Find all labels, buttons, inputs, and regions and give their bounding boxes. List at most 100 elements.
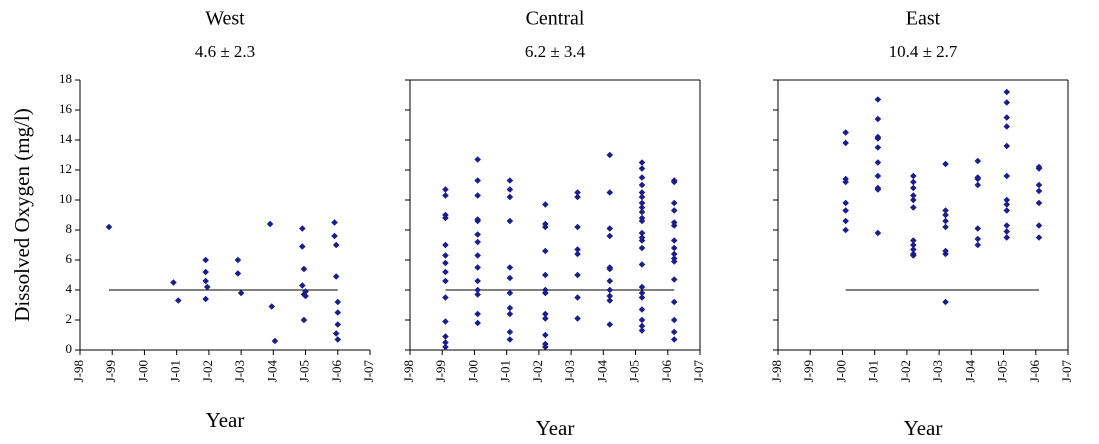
data-point bbox=[474, 252, 481, 259]
data-point bbox=[1003, 201, 1011, 208]
x-axis-label: Year bbox=[536, 416, 575, 440]
data-point bbox=[474, 319, 481, 327]
data-point bbox=[638, 244, 646, 252]
data-point bbox=[1035, 181, 1043, 189]
data-point bbox=[1003, 114, 1011, 121]
y-tick-label: 6 bbox=[66, 251, 73, 266]
data-point bbox=[332, 273, 340, 280]
data-point bbox=[202, 295, 209, 303]
data-point bbox=[474, 310, 481, 318]
data-point bbox=[974, 175, 982, 183]
data-point bbox=[874, 135, 882, 142]
data-point bbox=[670, 178, 678, 186]
data-point bbox=[670, 316, 678, 324]
data-point bbox=[574, 271, 581, 279]
data-point bbox=[442, 294, 449, 301]
data-point bbox=[574, 250, 581, 258]
data-point bbox=[874, 186, 882, 193]
data-point bbox=[574, 315, 581, 322]
data-point bbox=[638, 261, 646, 268]
data-point bbox=[506, 186, 514, 193]
panel-title: West bbox=[205, 8, 245, 30]
y-tick-label: 10 bbox=[59, 191, 72, 206]
data-point bbox=[1035, 234, 1043, 241]
data-point bbox=[638, 322, 646, 330]
x-tick-label: J-02 bbox=[530, 360, 545, 382]
data-point bbox=[542, 343, 549, 351]
data-point bbox=[942, 211, 949, 219]
data-point bbox=[442, 192, 449, 199]
data-point bbox=[268, 303, 276, 310]
data-point bbox=[442, 214, 449, 222]
data-point bbox=[1003, 172, 1011, 180]
y-tick-label: 18 bbox=[59, 71, 72, 86]
data-point bbox=[910, 246, 917, 253]
x-tick-label: J-07 bbox=[691, 360, 706, 383]
panel-title: Central bbox=[526, 8, 585, 30]
x-tick-label: J-06 bbox=[329, 360, 344, 383]
x-tick-label: J-01 bbox=[168, 360, 183, 382]
data-point bbox=[974, 157, 982, 165]
data-point bbox=[474, 231, 481, 238]
x-tick-label: J-99 bbox=[801, 360, 816, 382]
data-point bbox=[638, 181, 646, 189]
data-point bbox=[234, 270, 242, 277]
data-point bbox=[300, 316, 308, 324]
data-point bbox=[842, 217, 849, 225]
data-point bbox=[506, 193, 514, 201]
x-tick-label: J-02 bbox=[898, 360, 913, 382]
data-point bbox=[974, 181, 982, 189]
y-axis-label: Dissolved Oxygen (mg/l) bbox=[10, 108, 34, 321]
data-point bbox=[202, 268, 209, 276]
data-point bbox=[474, 156, 481, 163]
data-point bbox=[874, 229, 882, 237]
data-point bbox=[638, 217, 646, 225]
x-tick-label: J-03 bbox=[562, 360, 577, 382]
data-point bbox=[670, 222, 678, 229]
data-point bbox=[334, 309, 342, 316]
data-point bbox=[299, 225, 306, 232]
data-point bbox=[442, 277, 449, 285]
panel-subtitle: 10.4 ± 2.7 bbox=[889, 42, 958, 61]
data-point bbox=[842, 178, 849, 186]
data-point bbox=[874, 144, 882, 151]
y-tick-label: 14 bbox=[59, 131, 73, 146]
data-point bbox=[1035, 199, 1043, 207]
data-point bbox=[542, 201, 549, 208]
y-tick-label: 4 bbox=[66, 281, 73, 296]
data-point bbox=[1003, 222, 1011, 229]
data-point bbox=[910, 172, 917, 180]
data-point bbox=[974, 241, 982, 249]
data-point bbox=[842, 139, 849, 147]
data-point bbox=[974, 225, 982, 232]
data-point bbox=[506, 310, 514, 318]
data-point bbox=[1003, 123, 1011, 130]
x-tick-label: J-99 bbox=[103, 360, 118, 382]
data-point bbox=[606, 286, 614, 294]
data-point bbox=[874, 172, 882, 180]
y-tick-label: 12 bbox=[59, 161, 72, 176]
x-tick-label: J-00 bbox=[465, 360, 480, 382]
data-point bbox=[638, 189, 646, 196]
data-point bbox=[271, 337, 279, 345]
x-tick-label: J-04 bbox=[264, 360, 279, 383]
x-axis-label: Year bbox=[904, 416, 943, 440]
panel-subtitle: 4.6 ± 2.3 bbox=[195, 42, 255, 61]
data-point bbox=[474, 286, 481, 294]
data-point bbox=[910, 252, 917, 259]
data-point bbox=[874, 159, 882, 166]
data-point bbox=[638, 294, 646, 301]
data-point bbox=[202, 277, 209, 285]
data-point bbox=[842, 129, 849, 136]
data-point bbox=[542, 247, 549, 255]
data-point bbox=[638, 165, 646, 172]
data-point bbox=[606, 297, 614, 304]
data-point bbox=[638, 199, 646, 207]
x-tick-label: J-05 bbox=[627, 360, 642, 382]
data-point bbox=[542, 315, 549, 322]
data-point bbox=[606, 225, 614, 232]
y-tick-label: 16 bbox=[59, 101, 73, 116]
x-tick-label: J-01 bbox=[498, 360, 513, 382]
data-point bbox=[1003, 88, 1011, 96]
